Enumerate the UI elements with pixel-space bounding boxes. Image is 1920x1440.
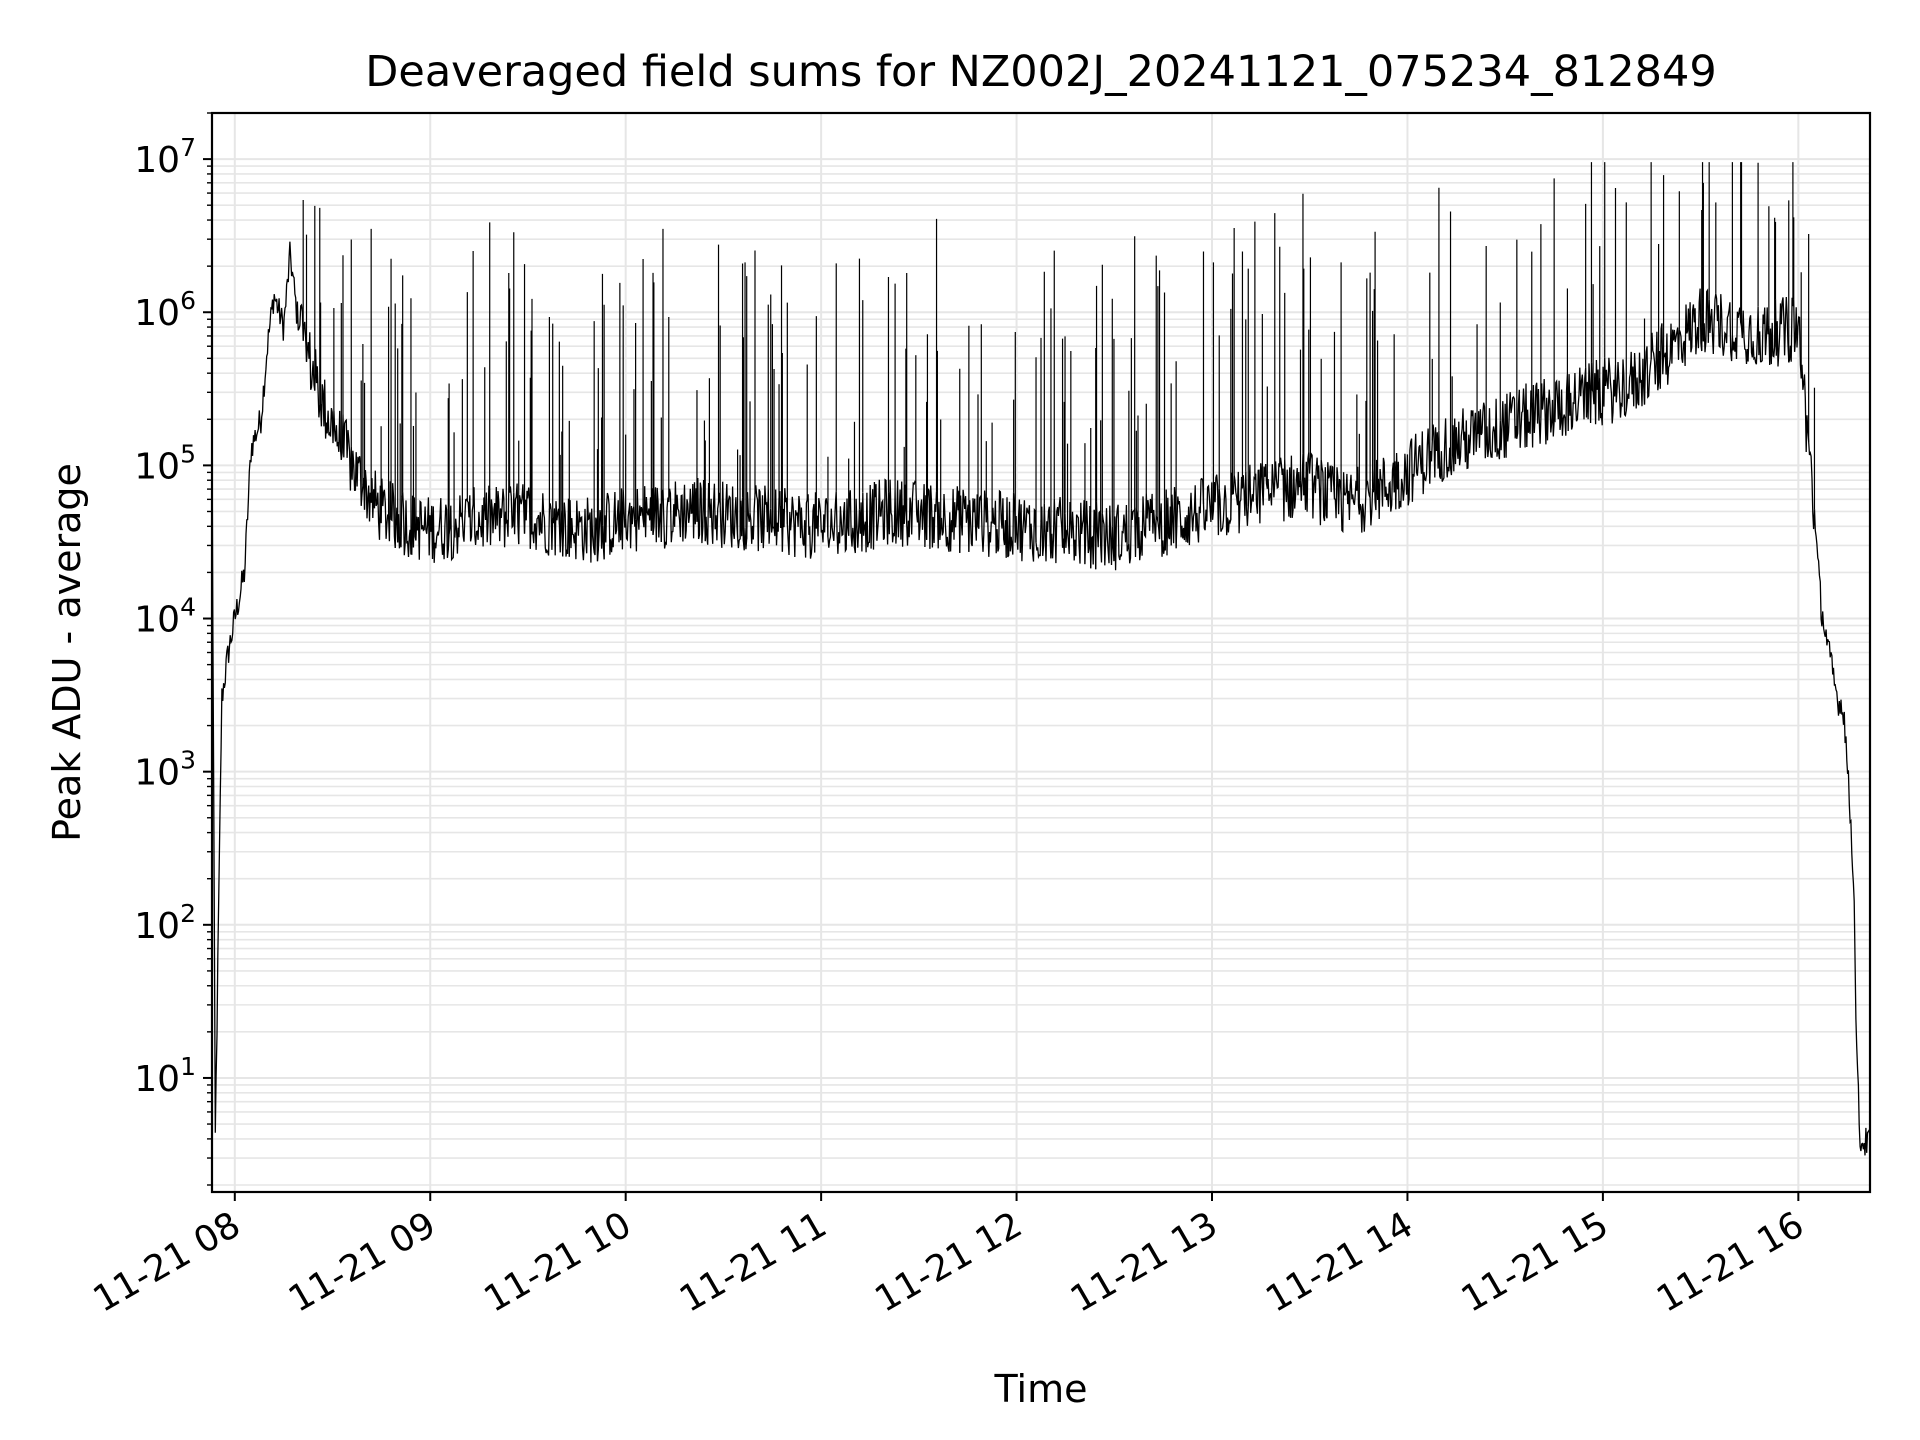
- y-tick-label: 107: [134, 133, 196, 181]
- x-tick-label: 11-21 08: [87, 1204, 248, 1320]
- x-tick-label: 11-21 12: [868, 1204, 1029, 1320]
- x-tick-label: 11-21 11: [673, 1204, 834, 1320]
- y-tick-label: 102: [134, 899, 196, 947]
- x-tick-label: 11-21 09: [282, 1204, 443, 1320]
- x-axis-label: Time: [994, 1367, 1088, 1411]
- x-tick-label: 11-21 16: [1650, 1204, 1811, 1320]
- y-tick-label: 105: [134, 439, 196, 487]
- x-tick-label: 11-21 13: [1064, 1204, 1225, 1320]
- y-axis-ticks: 101 102 103 104 105 106 107: [134, 112, 212, 1186]
- y-axis-label: Peak ADU - average: [45, 463, 89, 842]
- chart-title: Deaveraged field sums for NZ002J_2024112…: [365, 47, 1716, 97]
- x-tick-label: 11-21 10: [478, 1204, 639, 1320]
- x-tick-label: 11-21 14: [1259, 1204, 1420, 1320]
- grid: [212, 112, 1870, 1192]
- y-tick-label: 106: [134, 286, 196, 334]
- x-tick-label: 11-21 15: [1455, 1204, 1616, 1320]
- y-tick-label: 104: [134, 593, 196, 641]
- y-tick-label: 103: [134, 746, 196, 794]
- x-axis-ticks: 11-21 08 11-21 09 11-21 10 11-21 11 11-21 12…: [87, 1192, 1811, 1321]
- series-line: [211, 241, 1871, 1156]
- y-tick-label: 101: [134, 1052, 196, 1100]
